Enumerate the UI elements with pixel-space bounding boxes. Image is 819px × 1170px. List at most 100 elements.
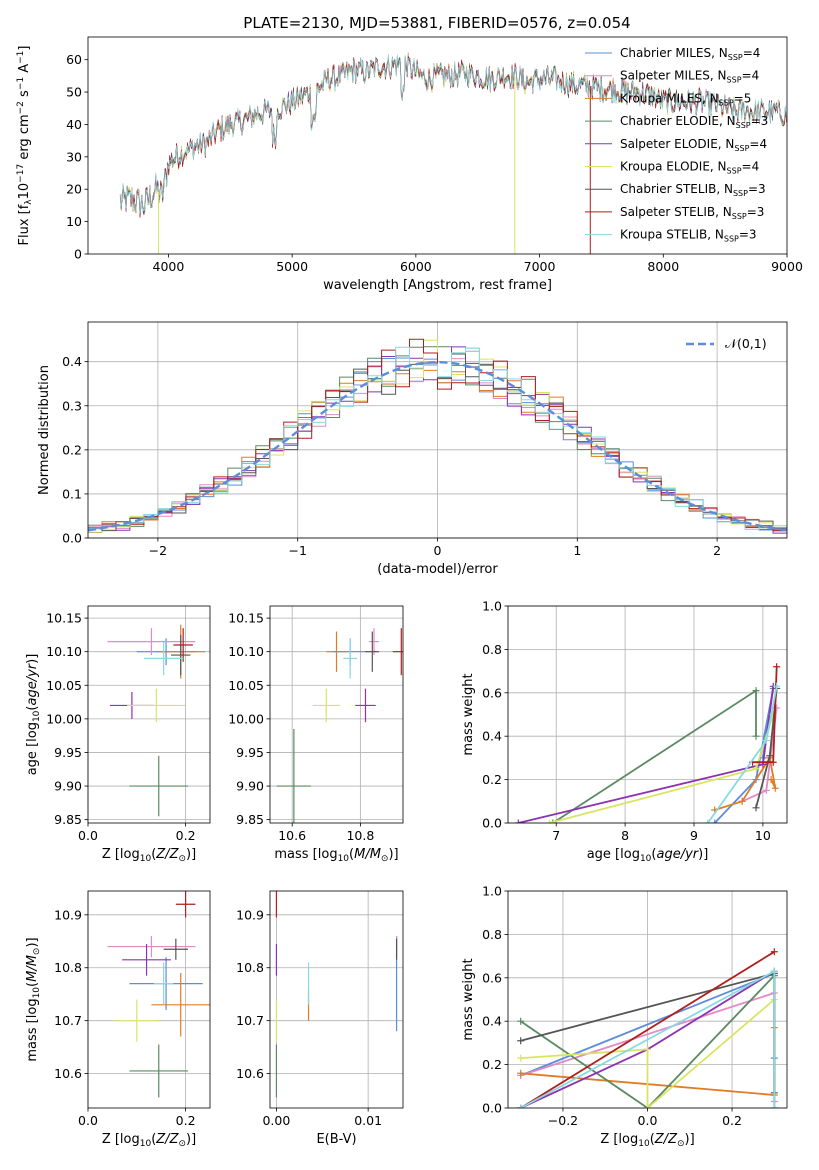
massweight-line xyxy=(520,951,775,1108)
plot-area-residuals xyxy=(88,338,787,534)
x-tick-label: −1 xyxy=(288,543,306,558)
y-tick-label: 9.95 xyxy=(236,745,264,760)
axes-frame xyxy=(507,890,788,1109)
y-tick-label: 10.7 xyxy=(54,1013,82,1028)
y-tick-label: 0.8 xyxy=(482,642,502,657)
axes-frame xyxy=(507,605,788,824)
y-tick-label: 10.6 xyxy=(236,1066,264,1081)
y-tick-label: 0.2 xyxy=(62,442,82,457)
y-axis-label: age [log10(age/yr)] xyxy=(25,654,42,776)
massweight-marker xyxy=(517,1037,525,1045)
y-tick-label: 0.0 xyxy=(482,816,502,831)
x-axis-label: (data-model)/error xyxy=(377,562,498,577)
x-axis-label: Z [log10(Z/Z⊙)] xyxy=(600,1132,694,1149)
x-tick-label: 0.0 xyxy=(78,1113,98,1128)
massweight-marker xyxy=(773,682,781,690)
massweight-marker xyxy=(517,1054,525,1062)
y-tick-label: 10.15 xyxy=(46,611,82,626)
x-tick-label: 4000 xyxy=(153,259,185,274)
x-tick-label: 0.2 xyxy=(176,1113,196,1128)
legend-label: Salpeter MILES, NSSP=4 xyxy=(620,69,759,85)
massweight-marker xyxy=(762,786,770,794)
axes-mass_vs_Z: 0.0 0.2 10.6 10.7 10.8 10.9 Z [log10(Z/Z⊙)] mas… xyxy=(25,890,211,1149)
x-axis-label: age [log10(age/yr)] xyxy=(587,847,709,864)
x-tick-label: 6000 xyxy=(400,259,432,274)
x-tick-label: 7 xyxy=(552,828,560,843)
y-tick-label: 10.05 xyxy=(228,678,264,693)
massweight-marker xyxy=(517,1069,525,1077)
legend-label: Chabrier MILES, NSSP=4 xyxy=(620,46,760,62)
y-tick-label: 0.4 xyxy=(482,1014,502,1029)
massweight-marker xyxy=(773,663,781,671)
axes-frame xyxy=(269,605,404,824)
axes-residuals: −2 −1 0 1 2 0.0 0.1 0.2 0.3 0.4 (data-model)/error… xyxy=(37,321,788,577)
massweight-line xyxy=(741,707,778,803)
x-tick-label: 1 xyxy=(573,543,581,558)
y-tick-label: 0.2 xyxy=(482,1057,502,1072)
massweight-marker xyxy=(517,1017,525,1025)
x-tick-label: 0.2 xyxy=(176,828,196,843)
y-tick-label: 10 xyxy=(66,214,82,229)
massweight-line xyxy=(520,998,775,1108)
massweight-marker xyxy=(770,948,778,956)
legend-label: Kroupa STELIB, NSSP=3 xyxy=(620,228,757,244)
y-tick-label: 1.0 xyxy=(482,884,502,899)
x-tick-label: −2 xyxy=(149,543,167,558)
normal-curve xyxy=(88,360,787,532)
y-tick-label: 10.8 xyxy=(236,960,264,975)
x-tick-label: 0.00 xyxy=(262,1113,290,1128)
axes-frame xyxy=(87,890,211,1109)
massweight-marker xyxy=(514,819,522,823)
massweight-marker xyxy=(517,1104,525,1108)
x-tick-label: 2 xyxy=(713,543,721,558)
massweight-marker xyxy=(767,776,775,784)
massweight-marker xyxy=(770,967,778,975)
x-tick-label: 10.6 xyxy=(278,828,306,843)
y-tick-label: 9.90 xyxy=(54,779,82,794)
y-tick-label: 0.4 xyxy=(482,729,502,744)
plot-area-age_vs_mass xyxy=(276,628,403,823)
x-tick-label: 9 xyxy=(690,828,698,843)
legend-label: Chabrier STELIB, NSSP=3 xyxy=(620,182,766,198)
axes-massweight_vs_age: 7 8 9 10 0.0 0.2 0.4 0.6 0.8 1.0 age [log10(age/yr… xyxy=(461,599,788,864)
y-tick-label: 10.6 xyxy=(54,1066,82,1081)
y-tick-label: 0.8 xyxy=(482,927,502,942)
y-tick-label: 9.85 xyxy=(236,812,264,827)
massweight-marker xyxy=(762,737,770,745)
plot-area-spectrum xyxy=(119,52,787,254)
y-tick-label: 10.10 xyxy=(228,644,264,659)
plot-area-massweight_vs_Z xyxy=(517,948,778,1108)
x-axis-label: Z [log10(Z/Z⊙)] xyxy=(102,847,196,864)
y-tick-label: 60 xyxy=(66,52,82,67)
axes-mass_vs_ebv: 0.00 0.01 10.6 10.7 10.8 10.9 E(B-V) xyxy=(236,890,404,1147)
x-tick-label: 8 xyxy=(621,828,629,843)
axes-age_vs_Z: 0.0 0.2 9.85 9.90 9.95 10.00 10.05 10.10 10.15 Z … xyxy=(25,605,211,864)
y-tick-label: 20 xyxy=(66,182,82,197)
legend-label: 𝒩(0,1) xyxy=(725,336,767,351)
y-axis-label: mass [log10(M/M⊙)] xyxy=(25,937,42,1061)
x-tick-label: 0 xyxy=(434,543,442,558)
plot-area-age_vs_Z xyxy=(107,624,206,817)
x-axis-label: Z [log10(Z/Z⊙)] xyxy=(102,1132,196,1149)
y-tick-label: 10.15 xyxy=(228,611,264,626)
y-tick-label: 9.90 xyxy=(236,779,264,794)
massweight-marker xyxy=(549,819,557,823)
axes-frame xyxy=(87,605,211,824)
y-tick-label: 0.6 xyxy=(482,685,502,700)
x-tick-label: 8000 xyxy=(647,259,679,274)
y-tick-label: 10.10 xyxy=(46,644,82,659)
massweight-marker xyxy=(738,797,746,805)
y-tick-label: 10.00 xyxy=(228,711,264,726)
massweight-marker xyxy=(766,752,774,760)
axes-frame xyxy=(269,890,404,1109)
massweight-marker xyxy=(769,758,777,766)
y-tick-label: 0 xyxy=(74,247,82,262)
massweight-marker xyxy=(752,804,760,812)
massweight-marker xyxy=(644,1104,651,1108)
y-tick-label: 10.9 xyxy=(236,907,264,922)
y-tick-label: 0.6 xyxy=(482,970,502,985)
plot-area-massweight_vs_age xyxy=(514,663,781,823)
y-tick-label: 9.95 xyxy=(54,745,82,760)
massweight-marker xyxy=(545,819,553,823)
